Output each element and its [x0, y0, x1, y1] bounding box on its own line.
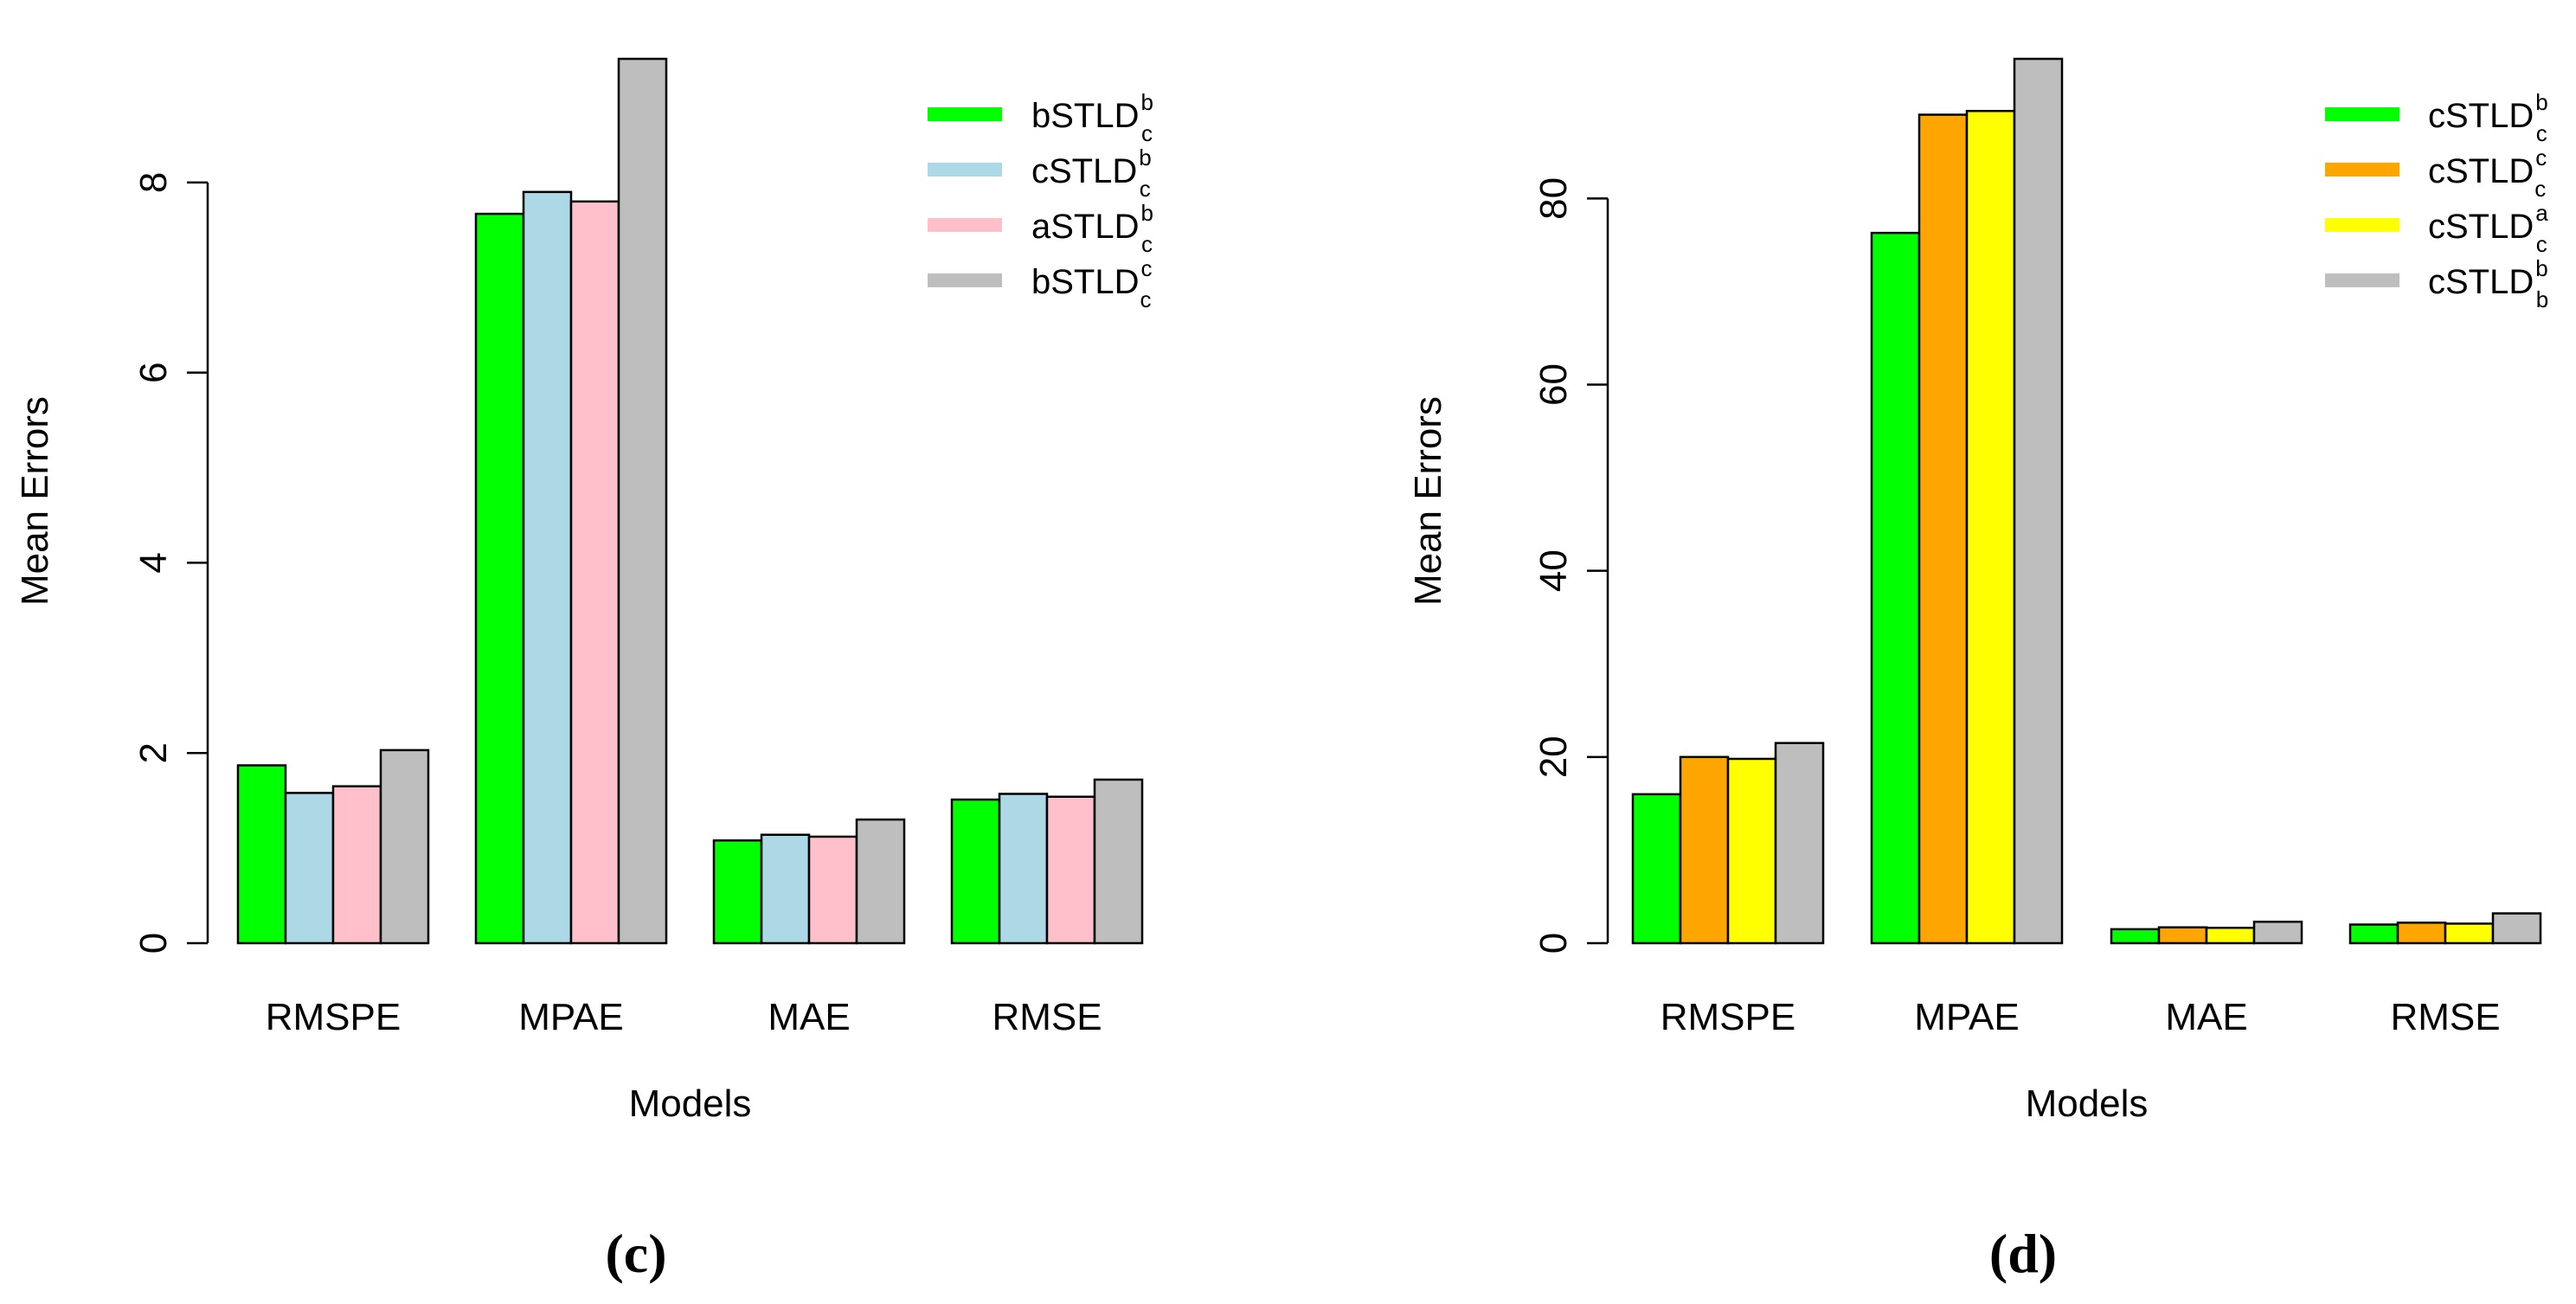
bar-d-mae-0 — [2110, 928, 2161, 945]
chart-panel-d: 0 20 40 60 80 RMSPE MPAE MAE RMSE Models Mean E… — [1407, 57, 2548, 1284]
y-tick-label-d-4: 80 — [1532, 177, 1575, 220]
bar-d-rmspe-0 — [1631, 793, 1682, 945]
bar-c-rmse-0 — [950, 798, 1001, 945]
bar-d-mae-3 — [2252, 921, 2303, 945]
x-category-label-c-rmse: RMSE — [992, 996, 1102, 1038]
bar-d-rmse-0 — [2348, 923, 2399, 945]
x-axis-label-d: Models — [2026, 1082, 2149, 1125]
panel-label-d: (d) — [1989, 1223, 2057, 1284]
bar-c-mae-1 — [760, 833, 811, 945]
bar-d-mpae-2 — [1965, 109, 2016, 945]
y-tick-label-c-0: 0 — [132, 933, 175, 954]
x-category-label-c-mae: MAE — [768, 996, 850, 1038]
legend-label-c-3: bSTLDc c — [1031, 255, 1153, 312]
bar-c-rmspe-3 — [379, 748, 430, 945]
bar-d-rmse-3 — [2491, 912, 2542, 945]
y-tick-label-d-3: 60 — [1532, 363, 1575, 406]
y-axis-c: 0 2 4 6 8 — [132, 172, 209, 954]
bar-c-rmse-1 — [998, 793, 1049, 945]
bar-c-mae-2 — [807, 835, 858, 945]
bar-d-mae-1 — [2157, 926, 2208, 945]
bar-d-rmse-2 — [2444, 922, 2495, 945]
bars-c — [236, 57, 1144, 945]
bar-c-rmspe-2 — [331, 785, 382, 945]
y-tick-label-c-1: 2 — [132, 742, 175, 763]
legend-label-d-2: cSTLDa c — [2428, 200, 2548, 257]
bar-c-mae-3 — [855, 818, 906, 945]
y-tick-label-c-4: 8 — [132, 172, 175, 193]
bar-d-mae-2 — [2205, 926, 2256, 945]
x-category-label-d-mae: MAE — [2165, 996, 2247, 1038]
bar-c-mpae-3 — [617, 57, 668, 945]
x-category-label-c-rmspe: RMSPE — [266, 996, 401, 1038]
bar-c-mae-0 — [712, 839, 763, 945]
bar-c-rmspe-1 — [284, 792, 335, 945]
bar-d-rmspe-2 — [1726, 757, 1777, 945]
y-tick-label-d-0: 0 — [1532, 933, 1575, 954]
bar-d-rmspe-1 — [1679, 755, 1730, 945]
x-category-label-d-mpae: MPAE — [1914, 996, 2019, 1038]
legend-label-c-0: bSTLDb c — [1031, 89, 1153, 146]
y-axis-label-d: Mean Errors — [1407, 396, 1449, 606]
bar-d-mpae-0 — [1870, 231, 1921, 945]
bar-c-mpae-1 — [522, 190, 573, 945]
legend-label-d-1: cSTLDc c — [2428, 145, 2547, 202]
bar-d-rmse-1 — [2396, 922, 2447, 945]
y-tick-label-c-3: 6 — [132, 362, 175, 382]
bar-d-mpae-3 — [2013, 57, 2064, 945]
bar-d-rmspe-3 — [1774, 742, 1825, 945]
chart-panel-c: 0 2 4 6 8 RMSPE MPAE MAE RMSE Models Mean Error… — [14, 57, 1153, 1284]
bar-c-rmse-2 — [1045, 795, 1096, 945]
bar-c-mpae-2 — [569, 200, 620, 945]
legend-label-d-3: cSTLDb b — [2428, 255, 2548, 312]
y-tick-label-d-2: 40 — [1532, 549, 1575, 592]
y-axis-label-c: Mean Errors — [14, 396, 56, 606]
y-tick-label-c-2: 4 — [132, 552, 175, 573]
legend-label-d-0: cSTLDb c — [2428, 89, 2548, 146]
bar-c-rmspe-0 — [236, 764, 287, 945]
bar-d-mpae-1 — [1918, 113, 1969, 945]
bar-c-rmse-3 — [1093, 778, 1144, 945]
x-category-label-c-mpae: MPAE — [518, 996, 623, 1038]
bar-c-mpae-0 — [474, 212, 525, 945]
legend-label-c-2: aSTLDb c — [1031, 200, 1153, 257]
y-tick-label-d-1: 20 — [1532, 736, 1575, 778]
x-axis-label-c: Models — [629, 1082, 752, 1125]
y-axis-d: 0 20 40 60 80 — [1532, 177, 1609, 954]
x-category-label-d-rmspe: RMSPE — [1661, 996, 1795, 1038]
bars-d — [1631, 57, 2542, 945]
legend-label-c-1: cSTLDb c — [1031, 145, 1152, 202]
panel-label-c: (c) — [605, 1223, 666, 1284]
x-category-label-d-rmse: RMSE — [2390, 996, 2500, 1038]
